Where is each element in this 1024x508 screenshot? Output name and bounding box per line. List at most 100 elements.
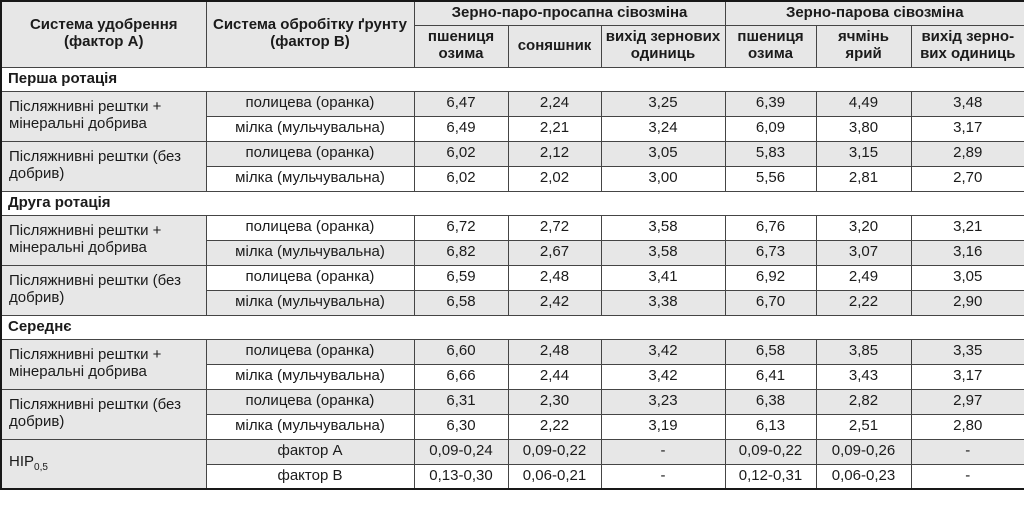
factor-b-cell: полицева (оранка) (205, 214, 415, 241)
header-factor-b: Система обробітку ґрунту (фактор В) (205, 0, 415, 68)
value-cell: 6,47 (413, 90, 509, 117)
section-title: Друга ротація (0, 190, 1024, 216)
value-cell: 3,16 (910, 239, 1024, 266)
value-cell: - (910, 438, 1024, 465)
value-cell: 0,09-0,26 (815, 438, 912, 465)
table-row: Післяжнивні рештки (без добрив) полицева … (0, 140, 1024, 192)
value-cell: - (600, 463, 726, 490)
value-cell: 2,49 (815, 264, 912, 291)
value-cell: 2,90 (910, 289, 1024, 316)
value-cell: 6,60 (413, 338, 509, 365)
value-cell: 3,17 (910, 363, 1024, 390)
value-cell: 3,19 (600, 413, 726, 440)
value-cell: 6,58 (413, 289, 509, 316)
value-cell: 2,21 (507, 115, 602, 142)
value-cell: 2,02 (507, 165, 602, 192)
header-factor-a: Система удобрення (фактор А) (0, 0, 207, 68)
value-cell: 3,05 (600, 140, 726, 167)
value-cell: 3,58 (600, 239, 726, 266)
table-row: мілка (мульчувальна) 6,30 2,22 3,19 6,13 2,51… (1, 413, 1024, 440)
table-row: мілка (мульчувальна) 6,02 2,02 3,00 5,56 2,81… (1, 165, 1024, 192)
value-cell: 2,97 (910, 388, 1024, 415)
value-cell: 6,73 (724, 239, 817, 266)
value-cell: 6,76 (724, 214, 817, 241)
table-row: Післяжнивні рештки + мінеральні добрива п… (0, 90, 1024, 142)
table-row: Післяжнивні рештки + мінеральні добрива п… (0, 214, 1024, 266)
value-cell: 5,83 (724, 140, 817, 167)
factor-b-cell: мілка (мульчувальна) (205, 413, 415, 440)
section-row: Середнє (0, 314, 1024, 340)
factor-b-cell: мілка (мульчувальна) (205, 363, 415, 390)
value-cell: 2,82 (815, 388, 912, 415)
value-cell: 6,30 (413, 413, 509, 440)
value-cell: 6,59 (413, 264, 509, 291)
factor-b-cell: полицева (оранка) (205, 264, 415, 291)
value-cell: 6,02 (413, 165, 509, 192)
crop-column-header: вихід зернових одиниць (600, 24, 726, 68)
factor-b-cell: фактор В (205, 463, 415, 490)
section-row: Друга ротація (0, 190, 1024, 216)
value-cell: 3,07 (815, 239, 912, 266)
value-cell: 6,92 (724, 264, 817, 291)
value-cell: 3,25 (600, 90, 726, 117)
crop-column-header: соняшник (507, 24, 602, 68)
value-cell: 2,80 (910, 413, 1024, 440)
value-cell: 2,72 (507, 214, 602, 241)
factor-b-cell: мілка (мульчувальна) (205, 239, 415, 266)
value-cell: 3,58 (600, 214, 726, 241)
value-cell: - (910, 463, 1024, 490)
value-cell: 3,20 (815, 214, 912, 241)
lsd-label: НІР (9, 453, 35, 471)
factor-b-cell: полицева (оранка) (205, 338, 415, 365)
factor-a-cell: Післяжнивні рештки + мінеральні добрива (0, 338, 207, 390)
value-cell: 6,58 (724, 338, 817, 365)
value-cell: 6,66 (413, 363, 509, 390)
section-title: Середнє (0, 314, 1024, 340)
value-cell: 2,51 (815, 413, 912, 440)
value-cell: 3,85 (815, 338, 912, 365)
value-cell: 3,23 (600, 388, 726, 415)
value-cell: 6,02 (413, 140, 509, 167)
factor-b-cell: полицева (оранка) (205, 388, 415, 415)
value-cell: 3,35 (910, 338, 1024, 365)
value-cell: 0,12-0,31 (724, 463, 817, 490)
factor-b-cell: полицева (оранка) (205, 90, 415, 117)
table-row: НІР0,5 фактор А 0,09-0,24 0,09-0,22-0,09-0,… (0, 438, 1024, 490)
value-cell: 3,24 (600, 115, 726, 142)
value-cell: 0,09-0,22 (724, 438, 817, 465)
value-cell: 2,22 (815, 289, 912, 316)
value-cell: 6,82 (413, 239, 509, 266)
factor-b-cell: мілка (мульчувальна) (205, 165, 415, 192)
value-cell: 6,41 (724, 363, 817, 390)
value-cell: 3,38 (600, 289, 726, 316)
value-cell: 6,70 (724, 289, 817, 316)
rotation-group-header: Зерно-парова сівозміна (724, 0, 1024, 26)
value-cell: 6,38 (724, 388, 817, 415)
factor-a-cell: Післяжнивні рештки + мінеральні добрива (0, 214, 207, 266)
value-cell: 2,30 (507, 388, 602, 415)
value-cell: 6,49 (413, 115, 509, 142)
value-cell: 3,00 (600, 165, 726, 192)
crop-column-header: ячмінь ярий (815, 24, 912, 68)
value-cell: 2,12 (507, 140, 602, 167)
value-cell: 0,13-0,30 (413, 463, 509, 490)
value-cell: 5,56 (724, 165, 817, 192)
factor-a-cell: Післяжнивні рештки (без добрив) (0, 140, 207, 192)
value-cell: 3,43 (815, 363, 912, 390)
factor-a-cell: Післяжнивні рештки + мінеральні добрива (0, 90, 207, 142)
section-title: Перша ротація (0, 66, 1024, 92)
factor-b-cell: полицева (оранка) (205, 140, 415, 167)
value-cell: 2,24 (507, 90, 602, 117)
factor-a-cell: Післяжнивні рештки (без добрив) (0, 264, 207, 316)
value-cell: 3,21 (910, 214, 1024, 241)
factor-b-cell: фактор А (205, 438, 415, 465)
value-cell: 6,39 (724, 90, 817, 117)
value-cell: 2,42 (507, 289, 602, 316)
value-cell: 6,72 (413, 214, 509, 241)
value-cell: 2,44 (507, 363, 602, 390)
factor-b-cell: мілка (мульчувальна) (205, 289, 415, 316)
lsd-subscript: 0,5 (34, 462, 48, 474)
value-cell: 3,15 (815, 140, 912, 167)
value-cell: 0,09-0,22 (507, 438, 602, 465)
table-row: Післяжнивні рештки + мінеральні добрива п… (0, 338, 1024, 390)
